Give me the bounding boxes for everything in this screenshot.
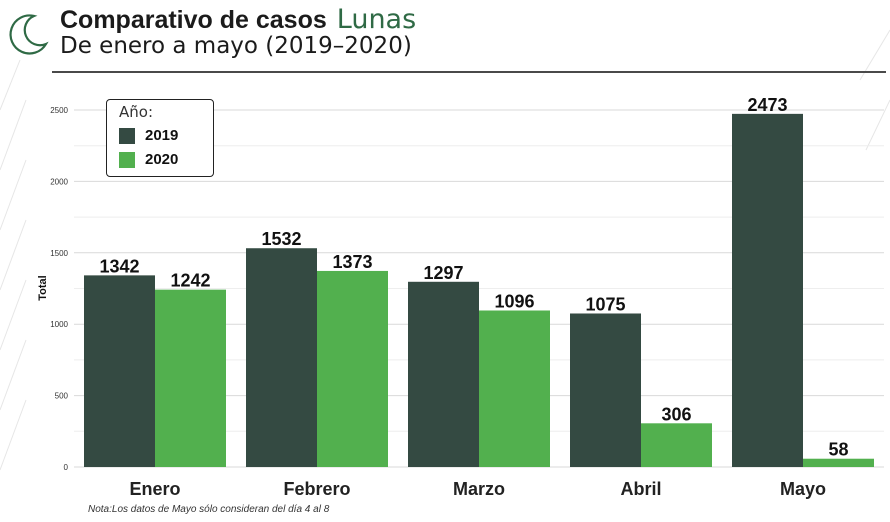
page-subtitle: De enero a mayo (2019–2020) — [60, 33, 412, 59]
header-divider — [52, 71, 886, 73]
legend-swatch-2019 — [119, 128, 135, 144]
header: Comparativo de casos Lunas De enero a may… — [0, 0, 890, 73]
y-axis-ticks: 0 500 1000 1500 2000 2500 — [50, 106, 68, 472]
bar-value-label: 1532 — [261, 229, 301, 249]
bar-2019-enero — [84, 275, 155, 467]
page-title: Comparativo de casos — [60, 6, 327, 34]
bar-value-label: 2473 — [747, 95, 787, 115]
bar-2020-marzo — [479, 310, 550, 467]
bar-2019-marzo — [408, 281, 479, 467]
bar-2019-febrero — [246, 248, 317, 467]
y-axis-label: Total — [37, 275, 49, 300]
title-line: Comparativo de casos Lunas — [60, 4, 416, 35]
brand-name: Lunas — [336, 4, 417, 35]
bar-value-label: 1373 — [332, 252, 372, 272]
legend-label-2019: 2019 — [145, 127, 179, 144]
bar-value-label: 1242 — [170, 271, 210, 291]
footnote: Nota:Los datos de Mayo sólo consideran d… — [88, 504, 330, 515]
bar-value-label: 1075 — [585, 294, 625, 314]
legend-title: Año: — [119, 103, 153, 121]
bar-2020-febrero — [317, 270, 388, 467]
bar-2020-abril — [641, 423, 712, 467]
bar-2020-enero — [155, 289, 226, 467]
legend-label-2020: 2020 — [145, 151, 179, 168]
x-tick-label: Marzo — [453, 479, 505, 499]
bar-2020-mayo — [803, 458, 874, 467]
bar-value-label: 1342 — [99, 256, 139, 276]
legend: Año: 2019 2020 — [106, 99, 214, 177]
y-tick-label: 1500 — [50, 249, 68, 258]
y-tick-label: 1000 — [50, 320, 68, 329]
y-tick-label: 500 — [55, 392, 69, 401]
bar-2019-abril — [570, 313, 641, 467]
x-tick-label: Febrero — [283, 479, 350, 499]
bar-value-label: 1297 — [423, 263, 463, 283]
x-tick-label: Enero — [129, 479, 180, 499]
legend-swatch-2020 — [119, 152, 135, 168]
y-tick-label: 2000 — [50, 177, 68, 186]
x-axis-ticks: Enero Febrero Marzo Abril Mayo — [129, 479, 826, 499]
x-tick-label: Mayo — [780, 479, 826, 499]
bar-2019-mayo — [732, 113, 803, 468]
y-tick-label: 2500 — [50, 106, 68, 115]
bars — [84, 113, 874, 468]
bar-value-label: 306 — [661, 404, 691, 424]
bar-value-label: 1096 — [494, 291, 534, 311]
y-tick-label: 0 — [64, 463, 69, 472]
bar-value-labels: 1342 1242 1532 1373 1297 1096 1075 306 2473 58 — [99, 95, 848, 460]
x-tick-label: Abril — [620, 479, 661, 499]
moon-logo-icon — [9, 14, 49, 55]
bar-value-label: 58 — [828, 440, 848, 460]
